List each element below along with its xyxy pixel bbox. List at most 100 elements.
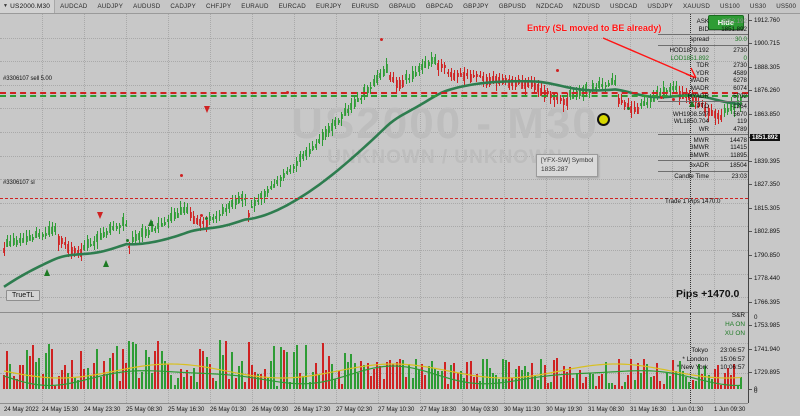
symbol-tab-eurjpy[interactable]: EURJPY bbox=[315, 3, 342, 10]
price-label: 0 bbox=[754, 386, 758, 393]
candle-wick bbox=[463, 66, 465, 86]
hide-button[interactable]: Hide bbox=[707, 15, 744, 30]
histogram-bar bbox=[31, 344, 34, 389]
info-row: MADR 6074 bbox=[640, 85, 748, 93]
symbol-tab-us30[interactable]: US30 bbox=[749, 3, 767, 10]
candle-wick bbox=[424, 55, 426, 69]
candle-wick bbox=[93, 236, 95, 250]
info-label: 3MWR bbox=[690, 144, 709, 152]
info-label: MWR bbox=[693, 136, 709, 144]
chevron-down-icon[interactable]: ▼ bbox=[3, 3, 9, 9]
histogram-bar bbox=[437, 370, 440, 389]
active-chart-tab[interactable]: ▼ US2000.M30 bbox=[0, 0, 56, 13]
info-label: LOD1851.892 bbox=[670, 54, 709, 62]
session-name: * London bbox=[682, 355, 708, 363]
time-label: 24 May 15:30 bbox=[42, 407, 79, 413]
histogram-bar bbox=[376, 361, 379, 389]
symbol-tab-usdcad[interactable]: USDCAD bbox=[610, 3, 638, 10]
histogram-bar bbox=[93, 363, 96, 389]
candle-wick bbox=[489, 73, 491, 88]
histogram-bar bbox=[70, 359, 73, 389]
price-scale[interactable]: 1912.760 1900.715 1888.305 1876.260 1863.850… bbox=[748, 14, 800, 403]
histogram-bar bbox=[659, 380, 662, 389]
histogram-bar bbox=[662, 384, 665, 389]
candle-wick bbox=[563, 95, 565, 112]
candle-wick bbox=[145, 226, 147, 239]
break-even-line[interactable] bbox=[0, 95, 748, 97]
symbol-tab-gbpaud[interactable]: GBPAUD bbox=[388, 3, 416, 10]
histogram-bar bbox=[466, 362, 469, 389]
histogram-bar bbox=[302, 375, 305, 389]
candle-wick bbox=[35, 226, 37, 239]
symbol-tab-nzdusd[interactable]: NZDUSD bbox=[573, 3, 601, 10]
candle-wick bbox=[605, 82, 607, 94]
info-value: 6074 bbox=[733, 85, 747, 93]
indicator-sub-pane[interactable] bbox=[0, 312, 748, 403]
histogram-bar bbox=[572, 377, 575, 389]
histogram-bar bbox=[630, 359, 633, 389]
crosshair-vertical bbox=[690, 14, 691, 309]
candle-wick bbox=[608, 80, 610, 88]
candle-wick bbox=[42, 231, 44, 240]
info-value: 5792 bbox=[733, 92, 747, 100]
price-label: 1900.715 bbox=[754, 40, 780, 47]
histogram-bar bbox=[315, 362, 318, 389]
stop-loss-line[interactable] bbox=[0, 198, 748, 199]
symbol-tab-us100[interactable]: US100 bbox=[720, 3, 740, 10]
order-label-entry[interactable]: #3306107 sell 5.00 bbox=[3, 76, 52, 82]
histogram-bar bbox=[334, 378, 337, 389]
truetl-badge[interactable]: TrueTL bbox=[6, 290, 41, 301]
symbol-tab-usdjpy[interactable]: USDJPY bbox=[647, 3, 673, 10]
candle-wick bbox=[669, 82, 671, 97]
histogram-bar bbox=[556, 358, 559, 389]
candle-wick bbox=[312, 140, 314, 151]
symbol-tab-audusd[interactable]: AUDUSD bbox=[133, 3, 161, 10]
symbol-tab-gbpcad[interactable]: GBPCAD bbox=[425, 3, 454, 10]
time-label: 30 May 11:30 bbox=[504, 407, 540, 413]
symbol-tab-audcad[interactable]: AUDCAD bbox=[60, 3, 88, 10]
histogram-bar bbox=[691, 379, 694, 389]
info-row: TDR 2730 bbox=[640, 62, 748, 70]
candle-wick bbox=[32, 234, 34, 243]
symbol-tab-euraud[interactable]: EURAUD bbox=[241, 3, 269, 10]
histogram-bar bbox=[144, 349, 147, 389]
candle-wick bbox=[357, 92, 359, 102]
info-row: WR 4789 bbox=[640, 126, 748, 134]
histogram-bar bbox=[189, 375, 192, 389]
histogram-bar bbox=[636, 362, 639, 389]
candle-wick bbox=[106, 228, 108, 239]
histogram-bar bbox=[720, 384, 723, 389]
candle-wick bbox=[83, 239, 85, 251]
entry-line[interactable] bbox=[0, 92, 748, 94]
candle-wick bbox=[61, 235, 63, 248]
info-row: 3MWR 11415 bbox=[640, 144, 748, 152]
symbol-tab-audjpy[interactable]: AUDJPY bbox=[97, 3, 124, 10]
histogram-bar bbox=[414, 358, 417, 389]
symbol-tab-cadjpy[interactable]: CADJPY bbox=[170, 3, 197, 10]
symbol-tab-gbpjpy[interactable]: GBPJPY bbox=[463, 3, 489, 10]
histogram-bar bbox=[324, 370, 327, 389]
symbol-tab-eurusd[interactable]: EURUSD bbox=[351, 3, 379, 10]
symbol-tab-bar[interactable]: ▼ US2000.M30 AUDCAD AUDJPY AUDUSD CADJPY CHF… bbox=[0, 0, 800, 14]
info-row: HYADR 5792 bbox=[640, 92, 748, 100]
histogram-bar bbox=[38, 357, 41, 389]
histogram-bar bbox=[215, 381, 218, 389]
price-label: 1815.305 bbox=[754, 205, 780, 212]
time-axis[interactable]: 24 May 2022 24 May 15:30 24 May 23:30 25 Ma… bbox=[0, 403, 748, 416]
symbol-tab-chfjpy[interactable]: CHFJPY bbox=[206, 3, 232, 10]
symbol-tab-nzdcad[interactable]: NZDCAD bbox=[536, 3, 564, 10]
signal-dot bbox=[660, 96, 663, 99]
time-label: 25 May 16:30 bbox=[168, 407, 205, 413]
candle-wick bbox=[283, 169, 285, 181]
histogram-bar bbox=[360, 361, 363, 389]
order-label-stoploss[interactable]: #3306107 sl bbox=[3, 180, 35, 186]
histogram-bar bbox=[710, 378, 713, 389]
histogram-bar bbox=[595, 385, 597, 389]
candle-wick bbox=[141, 223, 143, 242]
symbol-tab-eurcad[interactable]: EURCAD bbox=[278, 3, 306, 10]
candle-wick bbox=[637, 102, 639, 114]
candle-wick bbox=[325, 126, 327, 141]
symbol-tab-us500[interactable]: US500 bbox=[776, 3, 797, 10]
symbol-tab-xauusd[interactable]: XAUUSD bbox=[683, 3, 710, 10]
symbol-tab-gbpusd[interactable]: GBPUSD bbox=[498, 3, 527, 10]
